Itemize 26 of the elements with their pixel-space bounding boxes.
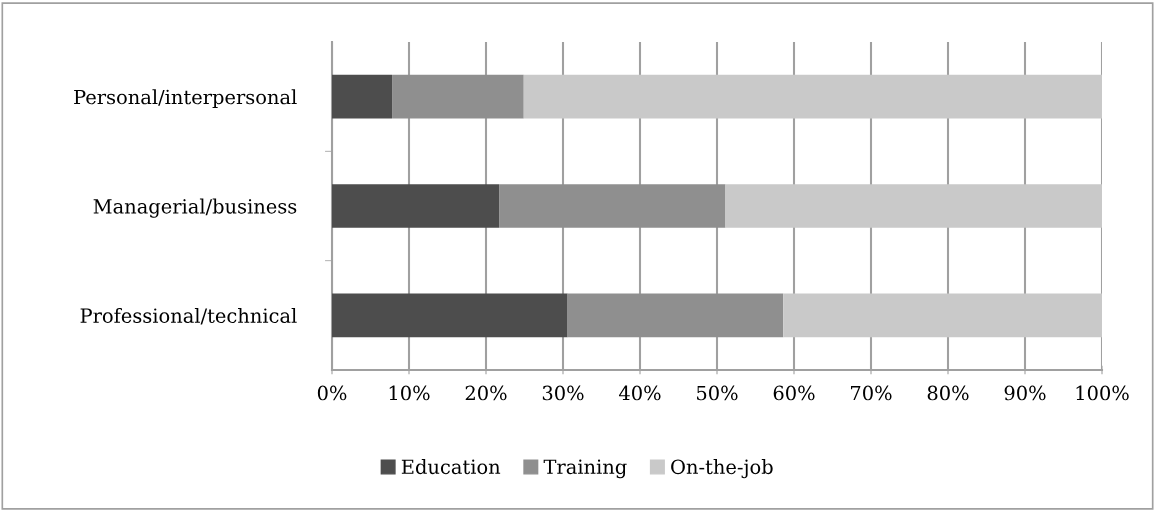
- bar: [499, 184, 726, 228]
- x-tick-label: 70%: [851, 385, 892, 401]
- bar: [783, 293, 1102, 338]
- x-tick-label: 30%: [542, 385, 584, 401]
- x-tick-label: 20%: [465, 385, 507, 401]
- bar: [523, 74, 1102, 119]
- x-tick-label: 0%: [317, 385, 347, 401]
- bar: [725, 184, 1102, 228]
- x-tick-label: 10%: [389, 385, 430, 401]
- bar: [332, 293, 568, 338]
- legend-label: On-the-job: [671, 459, 773, 479]
- bar: [392, 74, 524, 119]
- x-tick-label: 80%: [927, 385, 969, 401]
- legend-label: Education: [401, 459, 501, 475]
- x-tick-label: 40%: [618, 385, 661, 401]
- x-tick-label: 100%: [1076, 385, 1129, 401]
- y-tick-label: Professional/technical: [80, 307, 297, 325]
- x-tick-label: 50%: [697, 385, 738, 401]
- y-tick-label: Personal/interpersonal: [74, 89, 297, 109]
- x-tick-label: 90%: [1004, 385, 1046, 401]
- legend-label: Training: [543, 459, 627, 479]
- x-tick-label: 60%: [773, 385, 815, 401]
- bar: [332, 74, 393, 119]
- bar: [332, 184, 500, 228]
- y-tick-label: Managerial/business: [93, 198, 297, 218]
- bar: [567, 293, 784, 338]
